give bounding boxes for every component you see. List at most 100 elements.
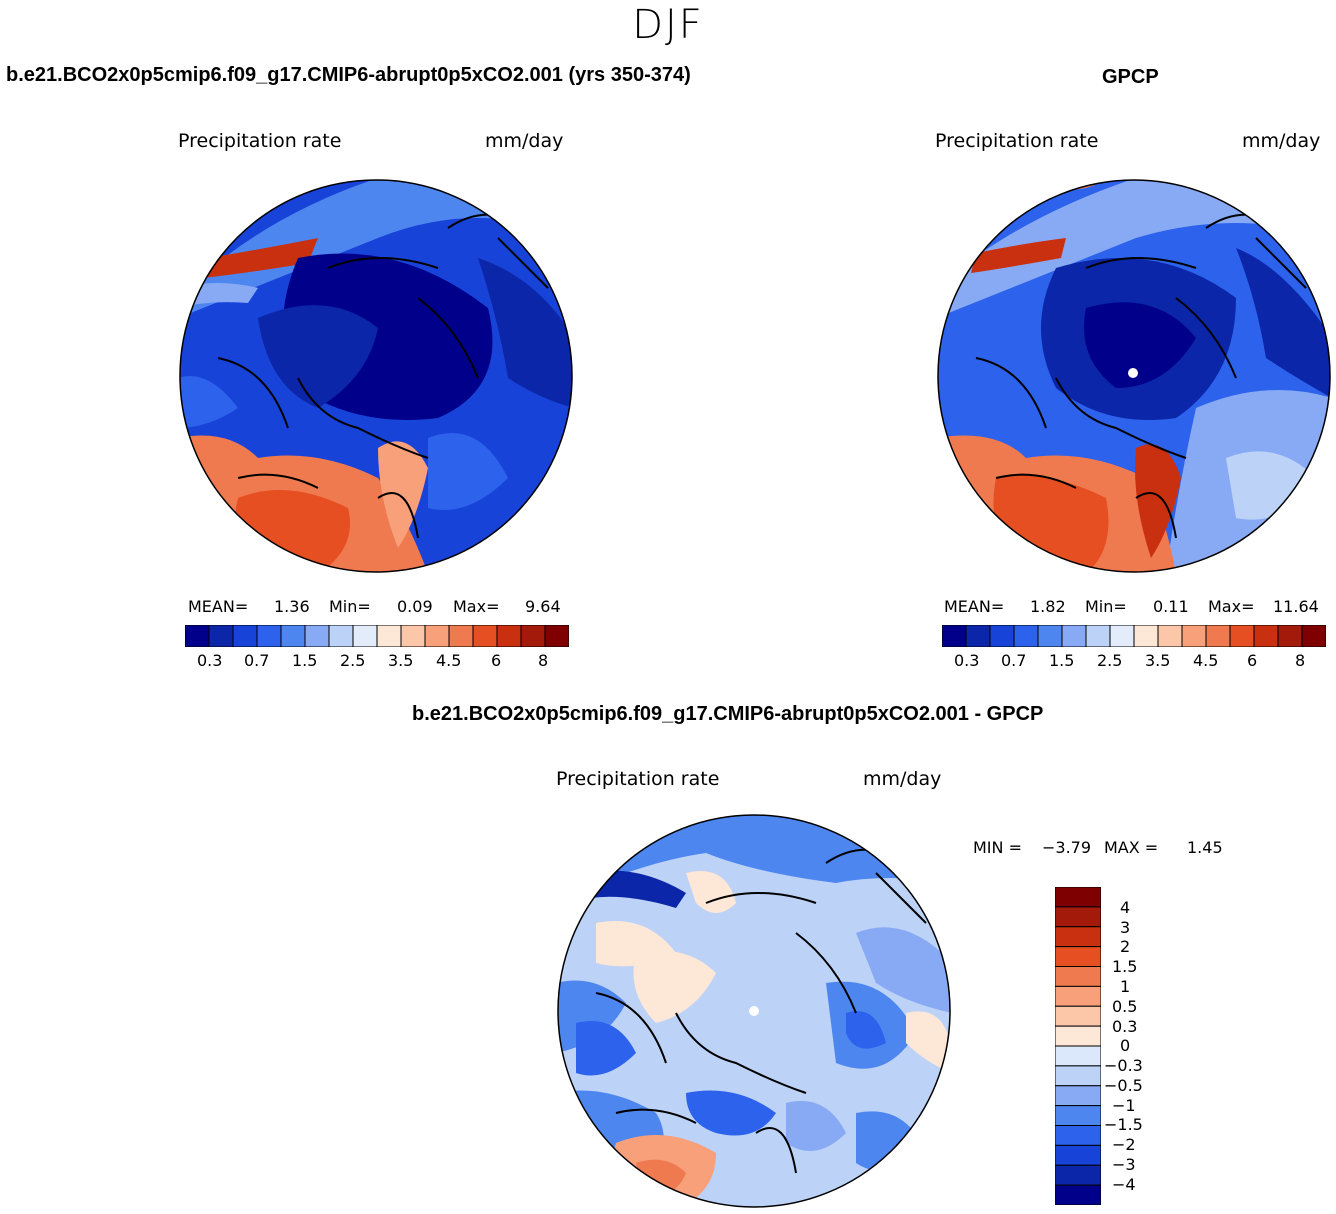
obs-min-label: Min= — [1085, 597, 1127, 616]
obs-tick: 0.7 — [1001, 651, 1027, 670]
colorbar-swatch — [520, 625, 546, 647]
model-max-value: 9.64 — [525, 597, 561, 616]
colorbar-swatch — [1055, 1085, 1101, 1107]
colorbar-swatch — [1055, 1025, 1101, 1047]
colorbar-swatch — [1055, 1005, 1101, 1027]
model-max-label: Max= — [453, 597, 500, 616]
obs-tick: 0.3 — [954, 651, 980, 670]
diff-polar-map — [557, 814, 951, 1208]
colorbar-swatch — [1277, 625, 1303, 647]
colorbar-swatch — [1013, 625, 1039, 647]
colorbar-swatch — [280, 625, 306, 647]
diff-tick: 3 — [1120, 918, 1131, 937]
colorbar-swatch — [1157, 625, 1183, 647]
colorbar-swatch — [1055, 1065, 1101, 1087]
colorbar-swatch — [1055, 906, 1101, 928]
colorbar-swatch — [1205, 625, 1231, 647]
diff-tick: 0 — [1120, 1036, 1131, 1055]
colorbar-swatch — [1301, 625, 1326, 647]
diff-tick: −4 — [1112, 1175, 1136, 1194]
diff-variable-label: Precipitation rate — [556, 768, 720, 790]
colorbar-swatch — [1055, 887, 1101, 908]
model-units-label: mm/day — [485, 130, 564, 152]
obs-colorbar — [942, 625, 1326, 647]
colorbar-swatch — [1055, 985, 1101, 1007]
colorbar-swatch — [965, 625, 991, 647]
colorbar-swatch — [1055, 966, 1101, 987]
diff-tick: −1.5 — [1104, 1115, 1143, 1134]
colorbar-swatch — [1055, 1144, 1101, 1166]
colorbar-swatch — [1037, 625, 1063, 647]
colorbar-swatch — [1109, 625, 1135, 647]
obs-tick: 6 — [1247, 651, 1258, 670]
colorbar-swatch — [1229, 625, 1255, 647]
model-tick: 6 — [491, 651, 502, 670]
colorbar-swatch — [1253, 625, 1279, 647]
colorbar-swatch — [448, 625, 474, 647]
colorbar-swatch — [1055, 1045, 1101, 1067]
model-tick: 2.5 — [340, 651, 366, 670]
colorbar-swatch — [496, 625, 522, 647]
colorbar-swatch — [232, 625, 258, 647]
model-min-label: Min= — [329, 597, 371, 616]
colorbar-swatch — [1055, 1164, 1101, 1186]
model-tick: 0.3 — [197, 651, 223, 670]
colorbar-swatch — [1055, 1184, 1101, 1205]
obs-tick: 2.5 — [1097, 651, 1123, 670]
colorbar-swatch — [328, 625, 354, 647]
colorbar-swatch — [1181, 625, 1207, 647]
diff-max-value: 1.45 — [1187, 838, 1223, 857]
colorbar-swatch — [400, 625, 426, 647]
season-title: DJF — [632, 2, 704, 48]
model-polar-map — [179, 179, 573, 573]
colorbar-swatch — [472, 625, 498, 647]
diff-tick: −1 — [1112, 1096, 1136, 1115]
colorbar-swatch — [1055, 946, 1101, 968]
colorbar-swatch — [1055, 1125, 1101, 1146]
colorbar-swatch — [208, 625, 234, 647]
diff-tick: −3 — [1112, 1155, 1136, 1174]
obs-tick: 3.5 — [1145, 651, 1171, 670]
colorbar-swatch — [352, 625, 378, 647]
diff-tick: 1 — [1120, 977, 1131, 996]
diff-max-label: MAX = — [1104, 838, 1159, 857]
obs-max-value: 11.64 — [1273, 597, 1319, 616]
model-mean-value: 1.36 — [274, 597, 310, 616]
obs-tick: 1.5 — [1049, 651, 1075, 670]
diff-tick: 0.5 — [1112, 997, 1138, 1016]
colorbar-swatch — [942, 625, 967, 647]
colorbar-swatch — [1085, 625, 1111, 647]
colorbar-swatch — [1061, 625, 1087, 647]
obs-mean-value: 1.82 — [1030, 597, 1066, 616]
diff-min-value: −3.79 — [1042, 838, 1092, 857]
diff-tick: −2 — [1112, 1135, 1136, 1154]
colorbar-swatch — [185, 625, 210, 647]
diff-tick: −0.3 — [1104, 1056, 1143, 1075]
model-min-value: 0.09 — [397, 597, 433, 616]
diff-tick: 2 — [1120, 937, 1131, 956]
model-tick: 1.5 — [292, 651, 318, 670]
obs-panel-title: GPCP — [1102, 66, 1159, 88]
obs-tick: 4.5 — [1193, 651, 1219, 670]
model-panel-title: b.e21.BCO2x0p5cmip6.f09_g17.CMIP6-abrupt… — [6, 64, 691, 86]
obs-mean-label: MEAN= — [944, 597, 1005, 616]
diff-panel-title: b.e21.BCO2x0p5cmip6.f09_g17.CMIP6-abrupt… — [412, 703, 1044, 725]
model-tick: 3.5 — [388, 651, 414, 670]
model-variable-label: Precipitation rate — [178, 130, 342, 152]
diff-colorbar — [1055, 887, 1101, 1205]
model-colorbar — [185, 625, 569, 647]
obs-polar-map — [937, 179, 1331, 573]
colorbar-swatch — [1055, 1105, 1101, 1127]
model-tick: 4.5 — [436, 651, 462, 670]
diff-tick: 0.3 — [1112, 1017, 1138, 1036]
obs-min-value: 0.11 — [1153, 597, 1189, 616]
diff-units-label: mm/day — [863, 768, 942, 790]
colorbar-swatch — [989, 625, 1015, 647]
obs-variable-label: Precipitation rate — [935, 130, 1099, 152]
colorbar-swatch — [1055, 926, 1101, 948]
colorbar-swatch — [376, 625, 402, 647]
diff-min-label: MIN = — [973, 838, 1022, 857]
diff-tick: 4 — [1120, 898, 1131, 917]
colorbar-swatch — [1133, 625, 1159, 647]
colorbar-swatch — [304, 625, 330, 647]
